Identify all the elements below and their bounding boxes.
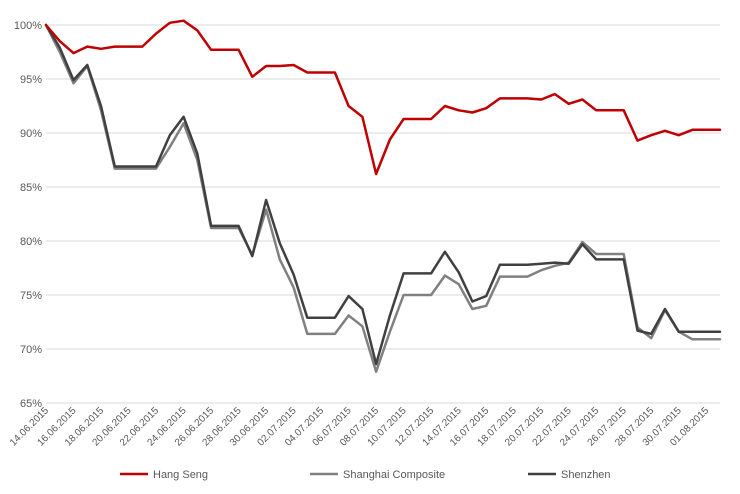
legend-label-shenzhen: Shenzhen: [561, 469, 611, 481]
series-line-shenzhen: [44, 23, 722, 366]
y-tick-label: 85%: [20, 182, 42, 194]
y-tick-label: 80%: [20, 236, 42, 248]
series-line-shanghai-composite: [44, 23, 722, 373]
y-tick-label: 65%: [20, 398, 42, 410]
y-tick-label: 100%: [14, 20, 42, 32]
y-tick-label: 75%: [20, 290, 42, 302]
gridlines: [46, 24, 720, 404]
series-line-hang-seng: [44, 19, 722, 176]
y-tick-label: 95%: [20, 74, 42, 86]
legend: Hang Seng Shanghai Composite Shenzhen: [120, 469, 611, 481]
y-axis-ticks: 65% 70% 75% 80% 85% 90% 95% 100%: [14, 20, 42, 410]
legend-label-shanghai-composite: Shanghai Composite: [343, 469, 445, 481]
legend-label-hang-seng: Hang Seng: [153, 469, 208, 481]
y-tick-label: 70%: [20, 344, 42, 356]
x-axis-ticks: 14.06.201516.06.201518.06.201520.06.2015…: [8, 405, 712, 448]
y-tick-label: 90%: [20, 128, 42, 140]
series-group: [44, 19, 722, 373]
